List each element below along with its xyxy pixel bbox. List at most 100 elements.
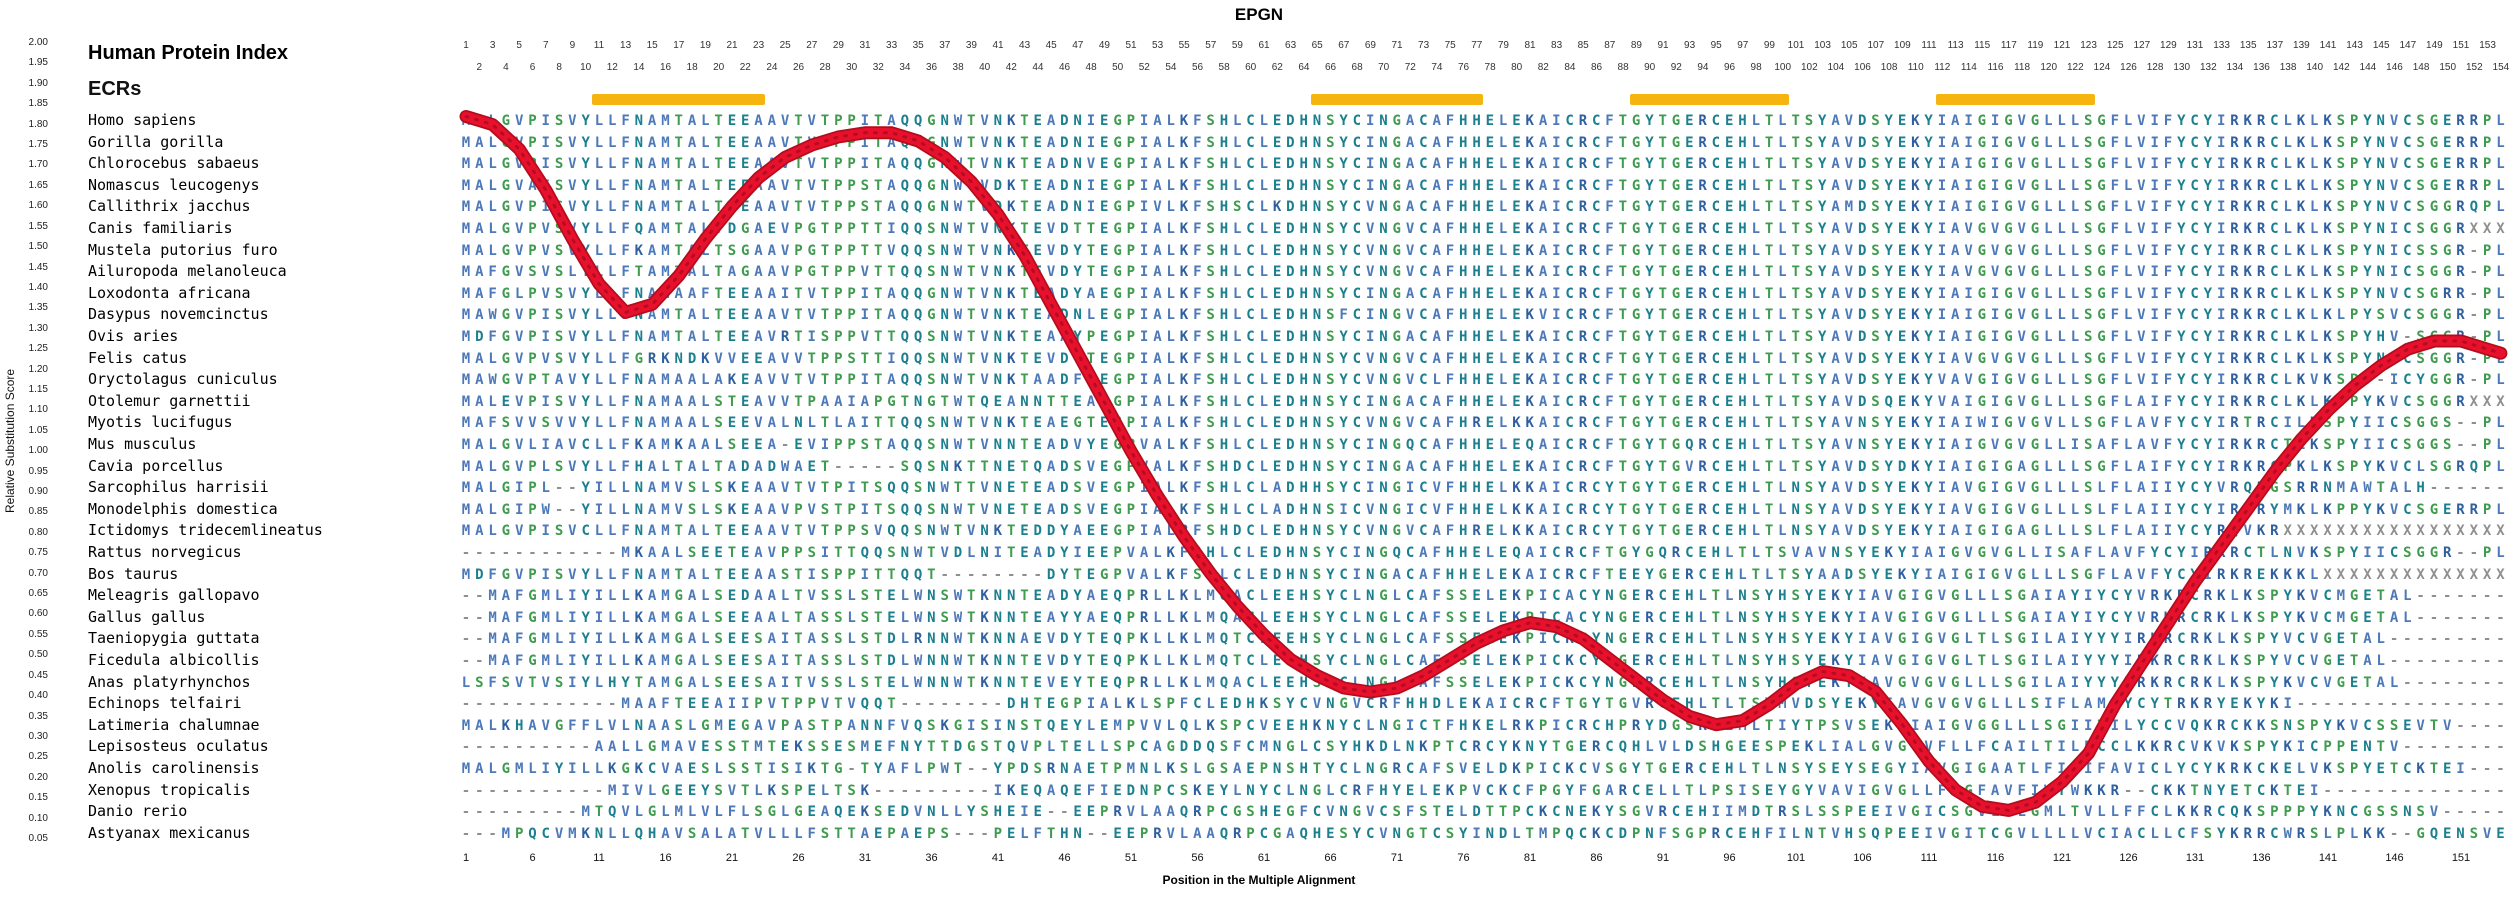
residue: Q [913, 134, 923, 151]
residue: V [2137, 199, 2146, 216]
residue: G [927, 393, 936, 410]
residue: T [1791, 242, 1800, 259]
residue: S [1804, 350, 1814, 367]
residue: T [634, 674, 644, 691]
residue: G [1392, 372, 1401, 389]
residue: L [701, 177, 710, 194]
residue: I [1538, 674, 1548, 691]
residue: C [2190, 480, 2199, 497]
residue: D [1060, 113, 1069, 129]
residue: V [980, 372, 989, 389]
residue: M [661, 480, 670, 497]
residue: Y [2137, 717, 2146, 734]
residue: E [741, 177, 750, 194]
residue: A [2137, 393, 2146, 410]
residue: V [900, 717, 909, 734]
residue: V [1964, 264, 1973, 281]
residue: E [1818, 588, 1827, 605]
residue: L [621, 631, 630, 648]
residue: S [2083, 415, 2093, 432]
residue: F [1977, 739, 1987, 756]
residue: L [1724, 545, 1734, 561]
residue: L [2097, 480, 2106, 497]
residue: C [1246, 329, 1255, 345]
residue: E [1818, 653, 1827, 669]
residue: C [1605, 739, 1614, 756]
residue: L [1751, 437, 1760, 453]
residue: A [1951, 393, 1960, 410]
position-number: 54 [1165, 62, 1177, 73]
residue: T [794, 329, 803, 345]
residue: G [647, 739, 657, 756]
residue: V [807, 285, 816, 302]
residue: L [2057, 285, 2066, 302]
residue: - [2456, 415, 2465, 432]
residue: P [2336, 545, 2346, 561]
residue: S [475, 674, 484, 691]
residue: G [1897, 631, 1907, 648]
residue: S [1326, 393, 1335, 410]
y-tick-label: 0.90 [28, 486, 48, 498]
residue: - [541, 545, 550, 561]
residue: C [2270, 372, 2279, 389]
residue: W [953, 372, 963, 389]
residue: C [1246, 653, 1255, 669]
residue: T [1073, 221, 1082, 237]
residue: Y [1884, 242, 1893, 259]
residue: - [980, 761, 989, 777]
residue: Q [1046, 717, 1056, 734]
residue: Y [1645, 480, 1654, 497]
residue: T [741, 739, 750, 756]
residue: C [1565, 242, 1574, 259]
residue: L [2017, 717, 2026, 734]
residue: Q [1219, 631, 1229, 648]
residue: A [1831, 156, 1840, 173]
residue: N [940, 372, 949, 389]
residue: Y [2177, 437, 2186, 453]
residue: E [1724, 458, 1734, 475]
residue: C [2403, 372, 2412, 389]
residue: Y [581, 113, 590, 129]
residue: V [568, 458, 577, 475]
residue: T [820, 458, 830, 475]
residue: A [754, 458, 763, 475]
residue: G [1871, 739, 1880, 756]
position-number: 122 [2066, 62, 2084, 73]
residue: S [1073, 501, 1082, 518]
residue: L [608, 588, 617, 605]
residue: N [980, 545, 989, 561]
residue: P [2349, 134, 2359, 151]
residue: Q [1033, 458, 1042, 475]
residue: V [2137, 134, 2146, 151]
residue: C [1698, 566, 1707, 583]
residue: L [2283, 113, 2292, 129]
residue: L [1166, 264, 1175, 281]
residue: T [967, 177, 976, 194]
residue: A [1086, 285, 1096, 302]
residue: K [1179, 674, 1189, 691]
residue: I [780, 631, 790, 648]
y-tick-label: 1.25 [28, 343, 48, 355]
residue: A [794, 717, 803, 734]
residue: A [1538, 156, 1548, 173]
residue: I [741, 696, 750, 713]
residue: T [1764, 113, 1774, 129]
residue: S [2416, 199, 2425, 216]
residue: N [1379, 350, 1388, 367]
residue: G [1618, 631, 1628, 648]
residue: S [2336, 372, 2346, 389]
residue: S [1326, 177, 1335, 194]
residue: E [1286, 717, 1295, 734]
residue: I [1139, 242, 1149, 259]
residue: F [2163, 329, 2173, 345]
residue: I [807, 329, 816, 345]
residue: I [2150, 134, 2159, 151]
residue: N [940, 350, 949, 367]
residue: C [1405, 545, 1415, 561]
residue: S [727, 739, 737, 756]
residue: C [2190, 437, 2199, 453]
residue: T [1791, 437, 1800, 453]
residue: L [1153, 674, 1162, 691]
residue: N [993, 501, 1003, 518]
residue: Q [2469, 458, 2479, 475]
